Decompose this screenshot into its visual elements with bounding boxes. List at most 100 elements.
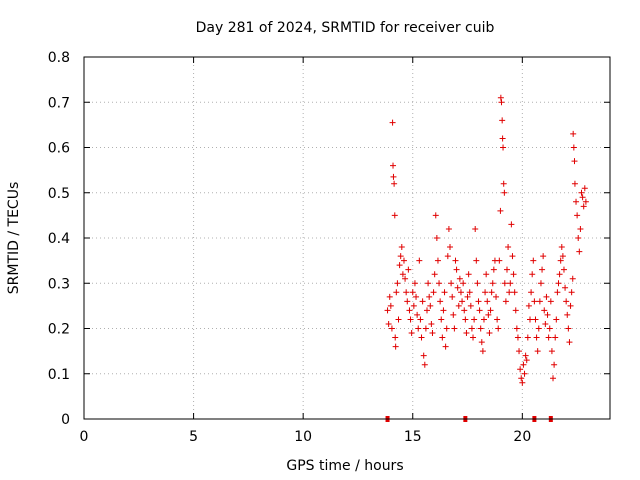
data-point xyxy=(501,280,508,287)
data-point xyxy=(509,253,516,260)
data-point xyxy=(511,289,518,296)
data-point xyxy=(502,298,509,305)
data-point xyxy=(534,348,541,355)
data-point xyxy=(425,280,432,287)
data-point xyxy=(498,99,505,106)
data-point xyxy=(473,257,480,264)
data-point xyxy=(496,257,503,264)
chart-title: Day 281 of 2024, SRMTID for receiver cui… xyxy=(196,20,495,36)
data-point xyxy=(556,271,563,278)
data-point xyxy=(479,348,486,355)
data-point xyxy=(544,311,551,318)
data-point xyxy=(578,189,585,196)
y-tick-label: 0 xyxy=(61,412,70,428)
data-point xyxy=(437,298,444,305)
data-point xyxy=(494,316,501,323)
data-point xyxy=(406,307,413,314)
data-points xyxy=(384,94,589,386)
plot-frame xyxy=(83,56,611,420)
data-point xyxy=(520,361,527,368)
data-point xyxy=(487,307,494,314)
data-point xyxy=(410,302,417,309)
data-point xyxy=(390,173,397,180)
data-point xyxy=(439,334,446,341)
y-tick-label: 0.2 xyxy=(48,322,70,338)
data-point xyxy=(397,253,404,260)
data-point xyxy=(470,334,477,341)
data-point xyxy=(516,348,523,355)
data-point xyxy=(407,316,414,323)
data-point xyxy=(477,325,484,332)
data-point xyxy=(559,253,566,260)
data-point xyxy=(510,271,517,278)
data-point xyxy=(449,293,456,300)
data-point xyxy=(416,257,423,264)
x-tick-labels: 0 5 10 15 20 xyxy=(80,429,532,445)
data-point xyxy=(460,280,467,287)
data-point xyxy=(414,311,421,318)
data-point xyxy=(527,316,534,323)
data-point xyxy=(501,189,508,196)
data-point xyxy=(419,298,426,305)
data-point xyxy=(421,361,428,368)
data-point xyxy=(393,289,400,296)
data-point xyxy=(462,316,469,323)
data-point xyxy=(472,225,479,232)
data-point xyxy=(514,334,521,341)
data-point xyxy=(427,302,434,309)
data-point xyxy=(551,361,558,368)
data-point xyxy=(387,302,394,309)
data-point xyxy=(465,271,472,278)
data-point xyxy=(550,375,557,382)
data-point xyxy=(484,298,491,305)
data-point xyxy=(562,284,569,291)
y-tick-label: 0.6 xyxy=(48,141,70,157)
data-point xyxy=(547,298,554,305)
data-point xyxy=(505,244,512,251)
data-point xyxy=(464,293,471,300)
data-point xyxy=(466,289,473,296)
data-point xyxy=(408,330,415,337)
data-point xyxy=(529,271,536,278)
data-point xyxy=(521,370,528,377)
data-point xyxy=(418,334,425,341)
data-point xyxy=(409,289,416,296)
data-point xyxy=(450,311,457,318)
data-point xyxy=(531,298,538,305)
data-point xyxy=(456,275,463,282)
data-point xyxy=(467,302,474,309)
data-point xyxy=(554,289,561,296)
data-point xyxy=(417,316,424,323)
data-point xyxy=(574,212,581,219)
x-tick-label: 5 xyxy=(189,429,198,445)
x-tick-label: 10 xyxy=(294,429,312,445)
x-axis-label: GPS time / hours xyxy=(286,458,403,474)
data-point xyxy=(422,325,429,332)
data-point xyxy=(573,198,580,205)
data-point xyxy=(555,280,562,287)
data-point xyxy=(497,207,504,214)
data-point xyxy=(405,266,412,273)
data-point xyxy=(451,325,458,332)
data-point xyxy=(443,325,450,332)
data-point xyxy=(459,298,466,305)
data-point xyxy=(442,343,449,350)
data-point xyxy=(543,293,550,300)
data-point xyxy=(468,325,475,332)
data-point xyxy=(500,144,507,151)
data-point xyxy=(426,293,433,300)
data-point xyxy=(503,266,510,273)
data-point xyxy=(453,266,460,273)
y-tick-label: 0.1 xyxy=(48,367,70,383)
data-point xyxy=(452,257,459,264)
data-point xyxy=(570,130,577,137)
data-point xyxy=(513,325,520,332)
data-point xyxy=(441,289,448,296)
data-point xyxy=(517,366,524,373)
data-point xyxy=(398,244,405,251)
data-point xyxy=(402,275,409,282)
data-point xyxy=(447,244,454,251)
data-point xyxy=(394,280,401,287)
x-tick-label: 0 xyxy=(80,429,89,445)
